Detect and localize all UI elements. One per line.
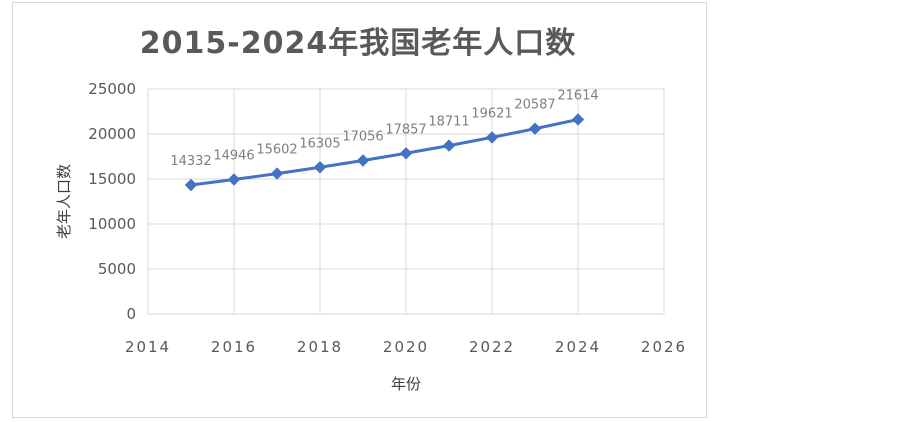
data-label: 20587 bbox=[514, 98, 555, 113]
data-point-marker bbox=[270, 167, 284, 180]
x-axis-ticks: 2014 2016 2018 2020 2022 2024 2026 bbox=[125, 338, 687, 356]
data-label: 17056 bbox=[342, 129, 383, 144]
y-tick-label: 15000 bbox=[88, 170, 136, 188]
data-labels: 14332 14946 15602 16305 17056 178571871119621… bbox=[170, 88, 598, 169]
data-label: 18711 bbox=[428, 115, 469, 130]
data-label: 16305 bbox=[299, 136, 340, 151]
data-point-marker bbox=[399, 147, 413, 160]
y-tick-label: 0 bbox=[126, 305, 136, 323]
data-point-marker bbox=[485, 131, 499, 144]
data-point-marker bbox=[227, 173, 241, 186]
x-tick-label: 2014 bbox=[125, 338, 171, 356]
data-point-marker bbox=[442, 139, 456, 152]
series-1 bbox=[184, 113, 585, 192]
data-label: 14946 bbox=[213, 148, 254, 163]
x-tick-label: 2026 bbox=[641, 338, 687, 356]
x-axis-title: 年份 bbox=[391, 375, 421, 393]
line-chart: 2015-2024年我国老年人口数 0 5000 10000 15000 20000 25… bbox=[55, 26, 687, 393]
data-point-marker bbox=[356, 154, 370, 167]
gridlines bbox=[147, 88, 665, 315]
y-axis-title: 老年人口数 bbox=[55, 164, 73, 239]
data-point-marker bbox=[571, 113, 585, 126]
series-line bbox=[190, 118, 579, 187]
x-tick-label: 2016 bbox=[211, 338, 257, 356]
x-tick-label: 2020 bbox=[383, 338, 429, 356]
data-label: 19621 bbox=[471, 106, 512, 121]
x-tick-label: 2018 bbox=[297, 338, 343, 356]
y-tick-label: 25000 bbox=[88, 80, 136, 98]
y-tick-label: 10000 bbox=[88, 215, 136, 233]
data-point-marker bbox=[528, 122, 542, 135]
data-label: 15602 bbox=[256, 143, 297, 158]
x-tick-label: 2024 bbox=[555, 338, 601, 356]
y-axis-ticks: 0 5000 10000 15000 20000 25000 bbox=[88, 80, 136, 323]
chart-title: 2015-2024年我国老年人口数 bbox=[140, 26, 576, 61]
data-point-marker bbox=[313, 161, 327, 174]
data-point-marker bbox=[184, 178, 198, 192]
y-tick-label: 20000 bbox=[88, 125, 136, 143]
chart-area: 2015-2024年我国老年人口数 0 5000 10000 15000 20000 25… bbox=[12, 2, 707, 418]
data-label: 21614 bbox=[557, 88, 598, 103]
x-tick-label: 2022 bbox=[469, 338, 515, 356]
y-tick-label: 5000 bbox=[98, 260, 136, 278]
data-label: 17857 bbox=[385, 122, 426, 137]
data-label: 14332 bbox=[170, 154, 211, 169]
